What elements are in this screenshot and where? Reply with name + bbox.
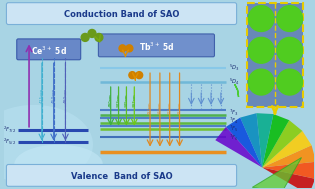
Text: 622nm: 622nm (178, 102, 181, 114)
Circle shape (249, 69, 274, 95)
Circle shape (126, 45, 133, 52)
Polygon shape (215, 127, 262, 167)
Polygon shape (252, 158, 301, 189)
Text: 593nm: 593nm (158, 102, 162, 114)
Polygon shape (256, 113, 273, 167)
Text: $^7F_5$: $^7F_5$ (229, 124, 238, 134)
Text: 543nm: 543nm (117, 94, 121, 106)
FancyBboxPatch shape (6, 164, 237, 186)
Text: $^7F_3$: $^7F_3$ (229, 108, 238, 118)
Circle shape (81, 33, 89, 41)
Circle shape (249, 6, 274, 31)
FancyBboxPatch shape (17, 39, 81, 60)
Text: $^2F_{7/2}$: $^2F_{7/2}$ (3, 125, 16, 135)
Circle shape (129, 72, 136, 79)
Text: 587nm: 587nm (132, 93, 136, 107)
Text: 543nm: 543nm (117, 93, 121, 107)
Circle shape (249, 37, 274, 63)
Text: 587nm: 587nm (148, 102, 152, 114)
Polygon shape (262, 167, 315, 189)
Ellipse shape (0, 105, 93, 184)
Text: 490nm: 490nm (109, 94, 113, 106)
Text: Valence  Band of SAO: Valence Band of SAO (71, 172, 172, 181)
Text: Conduction Band of SAO: Conduction Band of SAO (64, 10, 179, 19)
Polygon shape (240, 113, 262, 167)
Text: 615nm: 615nm (168, 102, 172, 114)
Text: 480nm: 480nm (63, 88, 67, 103)
Polygon shape (262, 120, 302, 167)
Circle shape (95, 33, 103, 41)
FancyBboxPatch shape (98, 34, 215, 57)
Polygon shape (262, 145, 315, 167)
Text: 545nm: 545nm (124, 93, 129, 107)
Text: $^7F_4$: $^7F_4$ (229, 116, 238, 126)
Text: 587nm: 587nm (132, 94, 136, 106)
Text: $^7F_6$: $^7F_6$ (229, 132, 238, 143)
Circle shape (277, 69, 302, 95)
Polygon shape (235, 84, 238, 97)
FancyBboxPatch shape (6, 3, 237, 25)
Circle shape (119, 45, 126, 52)
Text: 545nm: 545nm (124, 94, 129, 106)
Circle shape (88, 29, 96, 37)
Text: $^2F_{5/2}$: $^2F_{5/2}$ (3, 137, 16, 146)
Bar (247, 3, 303, 107)
Text: Ce$^{3+}$ 5d: Ce$^{3+}$ 5d (31, 44, 67, 57)
Polygon shape (262, 162, 315, 179)
Text: 450nm: 450nm (52, 87, 56, 103)
Circle shape (136, 72, 143, 79)
Ellipse shape (14, 145, 103, 184)
Bar (247, 3, 303, 107)
Text: 490nm: 490nm (109, 93, 113, 107)
Polygon shape (262, 114, 289, 167)
Text: Tb$^{3+}$ 5d: Tb$^{3+}$ 5d (139, 40, 175, 53)
Text: 415nm: 415nm (40, 87, 44, 103)
Polygon shape (262, 131, 312, 167)
Circle shape (277, 37, 302, 63)
Text: $^5D_3$: $^5D_3$ (229, 63, 239, 73)
Text: $^5D_4$: $^5D_4$ (229, 77, 239, 87)
Polygon shape (226, 118, 262, 167)
Circle shape (277, 6, 302, 31)
